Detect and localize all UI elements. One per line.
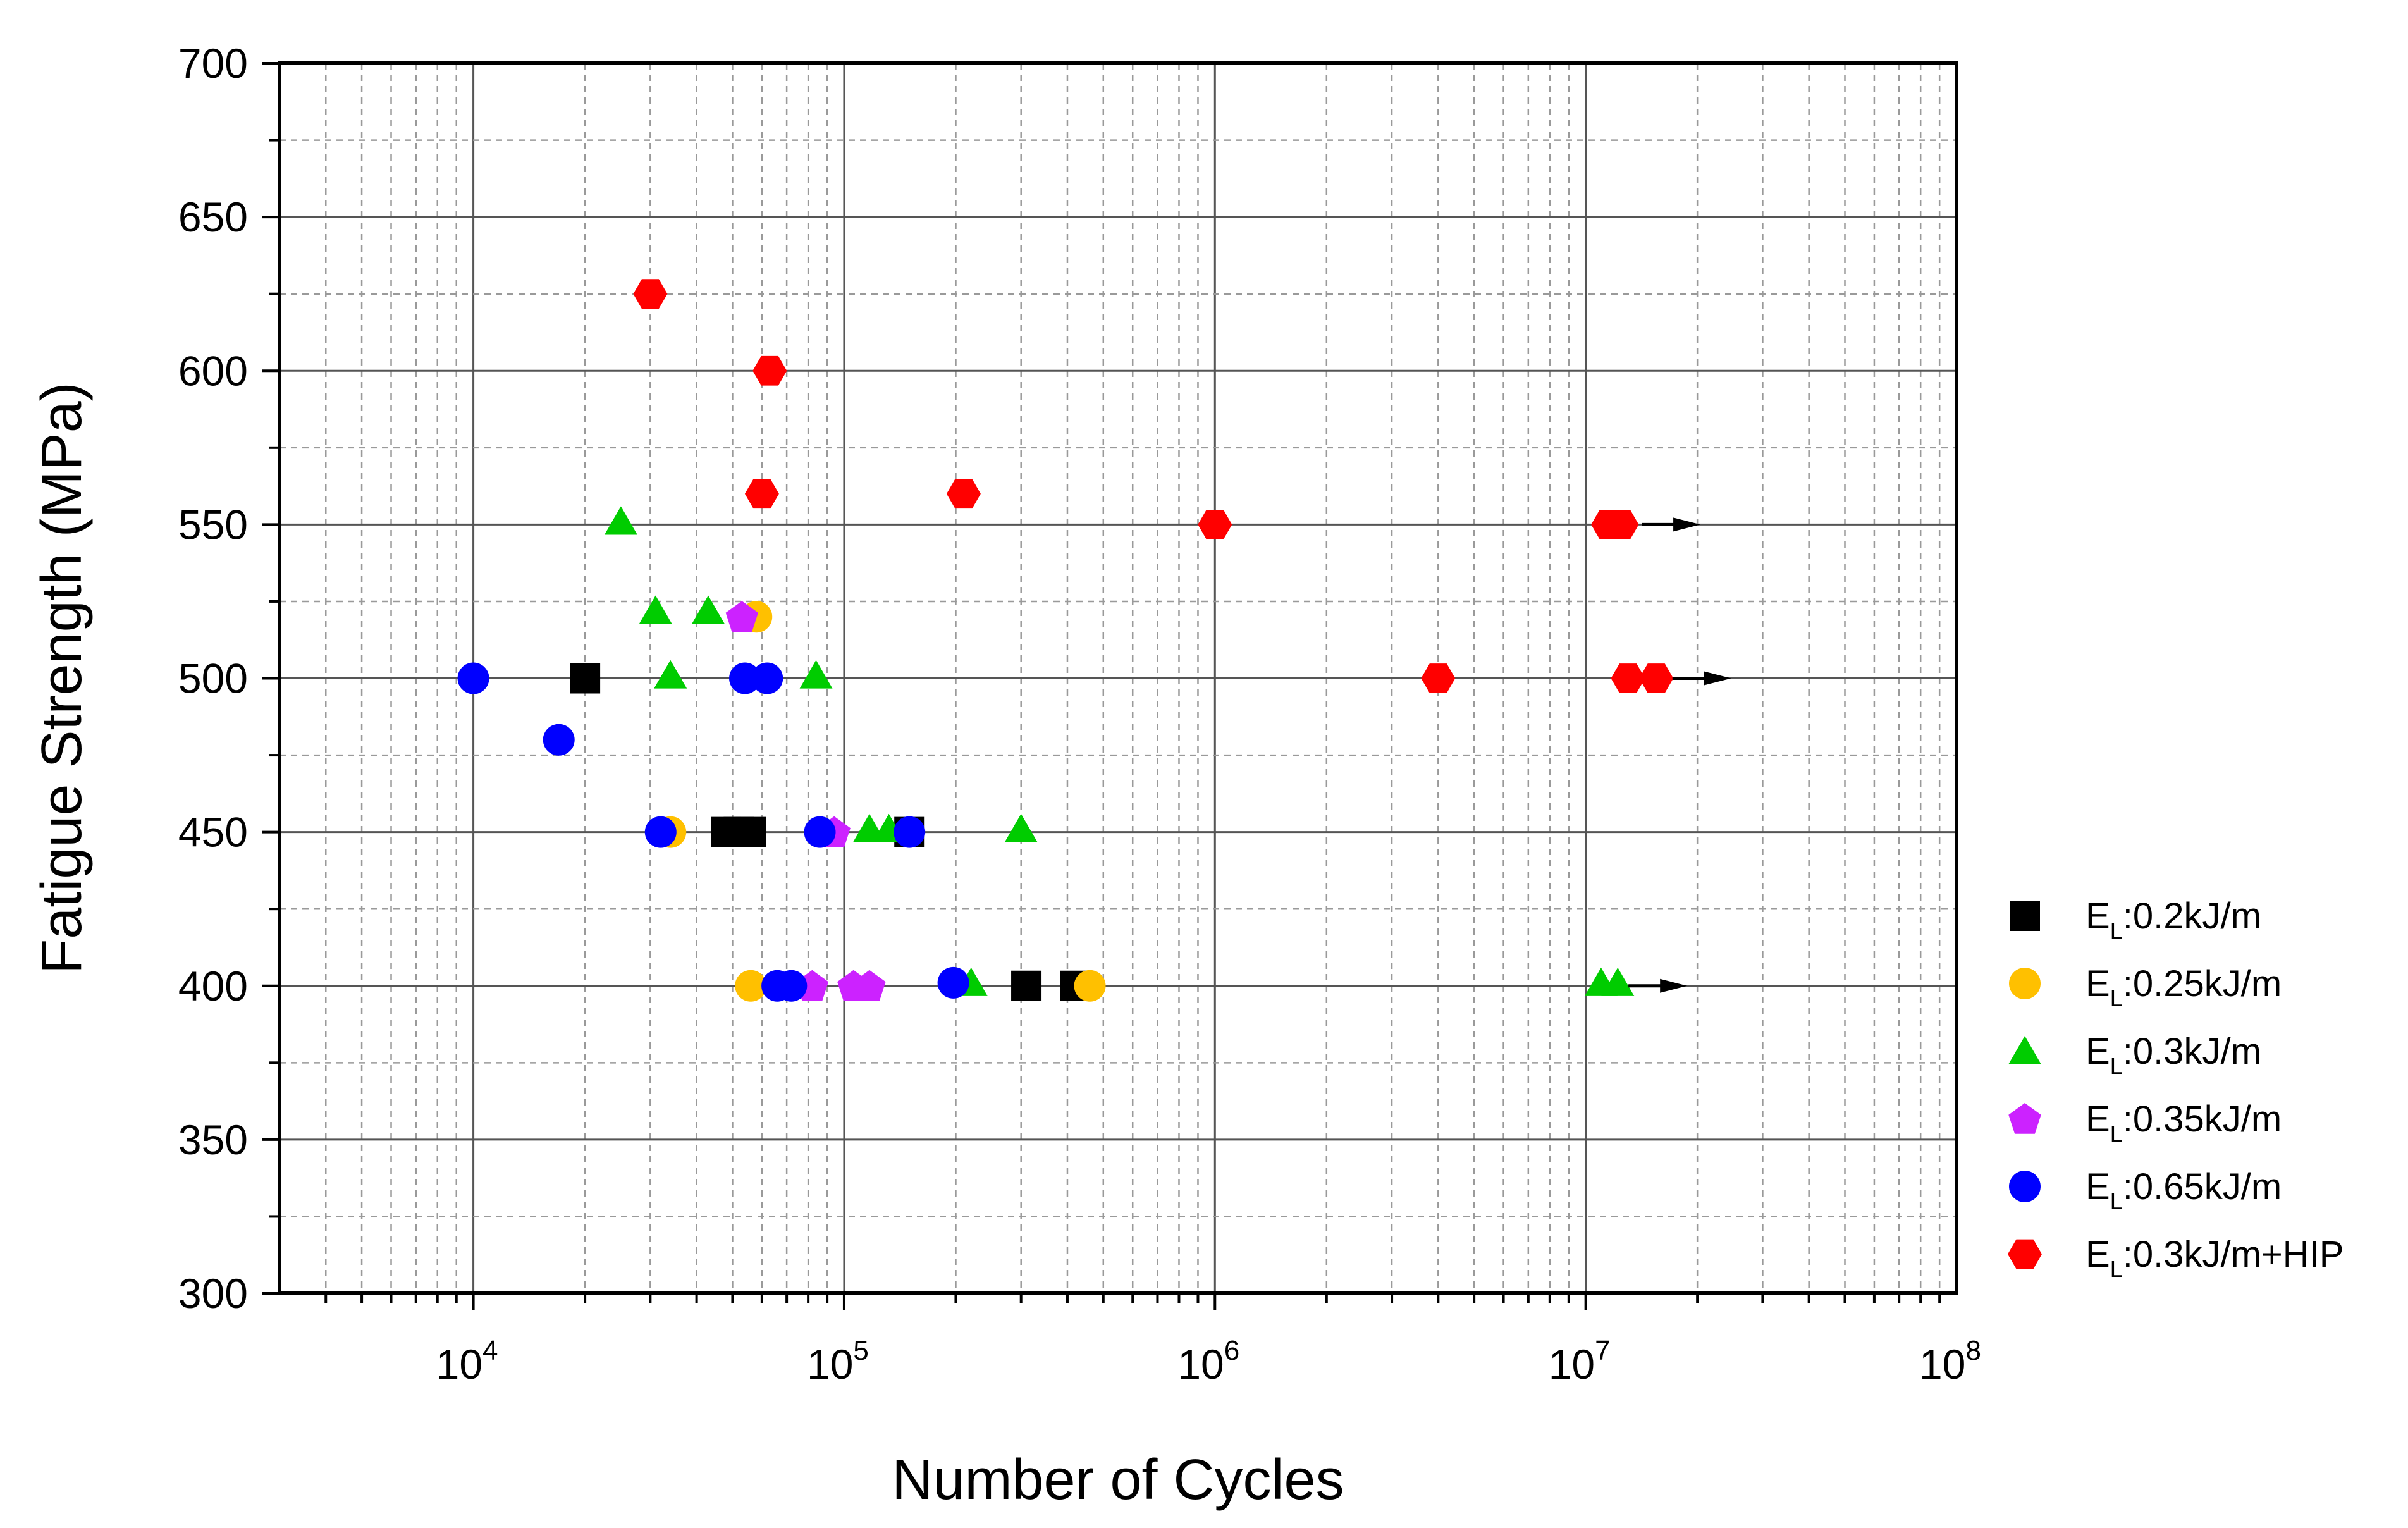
data-point — [1074, 970, 1106, 1002]
data-point — [457, 662, 489, 694]
y-tick-label: 300 — [178, 1270, 248, 1317]
legend-item: EL:0.2kJ/m — [2010, 896, 2261, 944]
data-point — [1639, 663, 1674, 693]
y-tick-label: 650 — [178, 194, 248, 240]
y-tick-label: 550 — [178, 501, 248, 548]
legend-label: EL:0.3kJ/m+HIP — [2086, 1234, 2344, 1282]
series-6 — [633, 279, 1674, 693]
data-point — [570, 663, 601, 694]
runout-arrow-head — [1704, 671, 1731, 686]
legend-item: EL:0.3kJ/m+HIP — [2008, 1234, 2344, 1282]
legend: EL:0.2kJ/m EL:0.25kJ/m EL:0.3kJ/m EL:0.35kJ… — [2008, 896, 2344, 1282]
legend-marker — [2008, 1036, 2041, 1064]
legend-marker — [2009, 968, 2041, 999]
runout-arrow-head — [1660, 978, 1688, 993]
data-point — [604, 506, 637, 535]
data-point — [725, 601, 758, 632]
series-4 — [725, 601, 886, 1001]
legend-marker — [2008, 1103, 2041, 1134]
data-point — [946, 479, 981, 509]
data-point — [752, 355, 787, 386]
data-point — [735, 970, 767, 1002]
data-point — [639, 595, 672, 624]
data-point — [633, 279, 668, 309]
legend-item: EL:0.3kJ/m — [2008, 1031, 2261, 1079]
y-tick-labels: 300 350 400 450 500 550 600 650 700 — [178, 40, 248, 1317]
data-point — [853, 970, 886, 1001]
data-point — [729, 662, 761, 694]
legend-item: EL:0.25kJ/m — [2009, 963, 2282, 1011]
legend-marker — [2010, 901, 2040, 931]
series-2 — [654, 601, 1106, 1002]
x-tick-label: 105 — [807, 1335, 869, 1388]
data-point — [804, 816, 836, 848]
y-tick-label: 350 — [178, 1116, 248, 1163]
x-tick-labels: 104 105 106 107 108 — [436, 1335, 1981, 1388]
legend-marker — [2008, 1239, 2042, 1269]
y-tick-label: 700 — [178, 40, 248, 87]
legend-item: EL:0.35kJ/m — [2008, 1099, 2282, 1147]
legend-item: EL:0.65kJ/m — [2009, 1166, 2282, 1214]
data-points — [457, 279, 1674, 1002]
legend-label: EL:0.2kJ/m — [2086, 896, 2261, 944]
grid — [280, 63, 1956, 1293]
data-point — [1004, 813, 1038, 842]
legend-label: EL:0.3kJ/m — [2086, 1031, 2261, 1079]
runout-arrow-head — [1673, 517, 1701, 532]
data-point — [1421, 663, 1456, 693]
legend-marker — [2009, 1171, 2041, 1202]
data-point — [1198, 510, 1232, 539]
data-point — [644, 816, 677, 848]
x-tick-label: 107 — [1549, 1335, 1611, 1388]
data-point — [1604, 510, 1639, 539]
series-3 — [604, 506, 1635, 996]
data-point — [775, 970, 808, 1002]
data-point — [1611, 663, 1645, 693]
x-tick-label: 108 — [1919, 1335, 1981, 1388]
legend-label: EL:0.35kJ/m — [2086, 1099, 2282, 1147]
data-point — [744, 479, 779, 509]
runout-arrows — [1628, 517, 1731, 993]
y-tick-label: 450 — [178, 809, 248, 856]
x-tick-label: 106 — [1177, 1335, 1239, 1388]
x-tick-label: 104 — [436, 1335, 498, 1388]
data-point — [799, 660, 833, 689]
data-point — [1011, 970, 1042, 1001]
y-tick-label: 500 — [178, 655, 248, 702]
data-point — [654, 660, 687, 689]
data-point — [543, 724, 575, 756]
data-point — [937, 966, 969, 999]
legend-label: EL:0.25kJ/m — [2086, 963, 2282, 1011]
x-axis-title: Number of Cycles — [892, 1448, 1344, 1512]
axis-ticks — [262, 62, 1941, 1310]
data-point — [1601, 967, 1635, 996]
y-tick-label: 600 — [178, 347, 248, 394]
legend-label: EL:0.65kJ/m — [2086, 1166, 2282, 1214]
data-point — [735, 816, 766, 847]
series-5 — [457, 662, 969, 1002]
y-tick-label: 400 — [178, 963, 248, 1009]
data-point — [751, 662, 783, 694]
y-axis-title: Fatigue Strength (MPa) — [30, 382, 94, 973]
data-point — [894, 816, 926, 848]
data-point — [692, 595, 725, 624]
